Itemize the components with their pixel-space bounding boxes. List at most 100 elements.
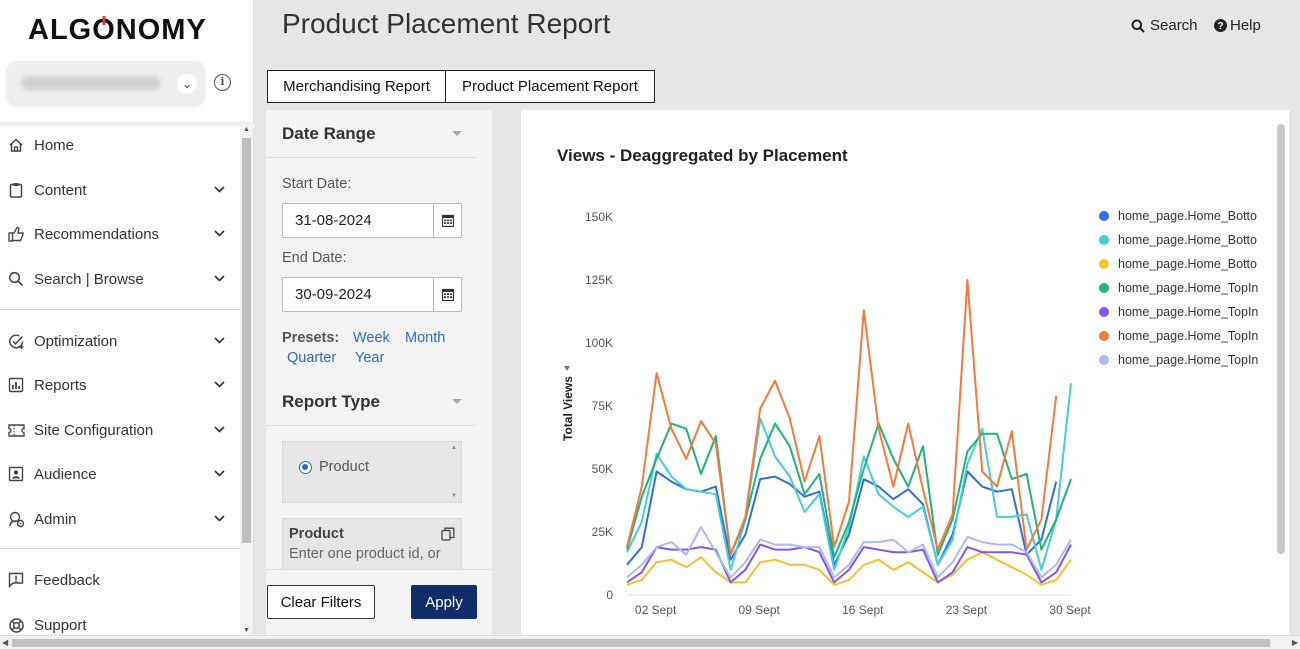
scroll-left-arrow-icon[interactable]: ◀	[2, 638, 9, 647]
preset-month-link[interactable]: Month	[405, 330, 446, 346]
series-line	[626, 422, 1072, 559]
sidebar-divider	[0, 548, 240, 549]
scroll-down-arrow-icon[interactable]: ▼	[243, 627, 250, 634]
sidebar-item-optimization[interactable]: Optimization	[0, 326, 240, 356]
chevron-down-icon[interactable]	[214, 273, 226, 285]
search-link[interactable]: Search	[1131, 17, 1198, 34]
preset-year-link[interactable]: Year	[355, 350, 385, 366]
calendar-icon[interactable]	[433, 278, 461, 311]
legend-dot	[1099, 307, 1109, 317]
chevron-down-icon[interactable]	[214, 335, 226, 347]
sidebar-divider	[0, 309, 240, 310]
presets-label: Presets:	[282, 330, 340, 346]
sidebar-item-feedback[interactable]: Feedback	[0, 565, 240, 595]
x-tick-label: 02 Sept	[635, 603, 677, 617]
apply-button[interactable]: Apply	[411, 585, 477, 619]
report-type-product-radio[interactable]	[299, 461, 312, 474]
horizontal-scrollbar-thumb[interactable]	[12, 639, 1270, 647]
scroll-down-arrow-icon[interactable]: ▼	[451, 493, 457, 499]
bar-chart-icon	[7, 376, 25, 394]
sidebar-item-label: Audience	[34, 465, 97, 483]
scroll-up-arrow-icon[interactable]: ▲	[451, 445, 457, 451]
legend-item[interactable]: home_page.Home_TopIn	[1099, 324, 1264, 348]
end-date-input[interactable]: 30-09-2024	[282, 277, 462, 312]
date-range-title[interactable]: Date Range	[282, 124, 376, 143]
legend-label: home_page.Home_Botto	[1118, 257, 1257, 271]
sidebar-scrollbar-thumb[interactable]	[242, 138, 251, 543]
sidebar-item-recommendations[interactable]: Recommendations	[0, 219, 240, 249]
y-tick-label: 50K	[592, 462, 613, 476]
legend-item[interactable]: home_page.Home_TopIn	[1099, 300, 1264, 324]
calendar-icon[interactable]	[433, 204, 461, 237]
copy-icon[interactable]	[441, 527, 455, 546]
y-tick-label: 150K	[585, 210, 613, 224]
help-link[interactable]: ? Help	[1214, 17, 1261, 34]
search-label: Search	[1150, 17, 1198, 34]
legend-dot	[1099, 259, 1109, 269]
sidebar-item-home[interactable]: Home	[0, 130, 240, 160]
legend-label: home_page.Home_TopIn	[1118, 305, 1259, 319]
legend-dot	[1099, 283, 1109, 293]
page-title: Product Placement Report	[282, 8, 611, 39]
product-input-box[interactable]: Product Enter one product id, or	[282, 518, 462, 569]
preset-week-link[interactable]: Week	[353, 330, 390, 346]
preset-quarter-link[interactable]: Quarter	[287, 350, 337, 366]
account-select[interactable]: ⌄	[7, 61, 205, 105]
clear-filters-button[interactable]: Clear Filters	[267, 585, 375, 619]
scroll-right-arrow-icon[interactable]: ▶	[1291, 638, 1298, 647]
report-type-title[interactable]: Report Type	[282, 392, 380, 411]
chevron-down-icon[interactable]	[214, 379, 226, 391]
chevron-down-icon: ⌄	[177, 74, 197, 94]
y-tick-label: 125K	[585, 273, 613, 287]
sidebar-item-search-browse[interactable]: Search | Browse	[0, 264, 240, 294]
sidebar-scrollbar[interactable]: ▲ ▼	[240, 124, 253, 635]
legend-dot	[1099, 235, 1109, 245]
caret-down-icon[interactable]	[452, 131, 462, 136]
legend-item[interactable]: home_page.Home_TopIn	[1099, 348, 1264, 372]
caret-down-icon[interactable]	[452, 399, 462, 404]
legend-dot	[1099, 331, 1109, 341]
divider	[266, 425, 476, 426]
filters-panel: Date Range Start Date: 31-08-2024 End Da…	[266, 110, 492, 635]
sidebar-item-content[interactable]: Content	[0, 175, 240, 205]
legend-label: home_page.Home_TopIn	[1118, 329, 1259, 343]
question-circle-icon: ?	[1214, 19, 1227, 32]
tab-merchandising-report[interactable]: Merchandising Report	[267, 70, 446, 103]
start-date-label: Start Date:	[282, 176, 352, 192]
sidebar-item-support[interactable]: Support	[0, 610, 240, 640]
horizontal-scrollbar[interactable]: ◀ ▶	[0, 635, 1300, 649]
chevron-down-icon[interactable]	[214, 468, 226, 480]
sidebar-item-admin[interactable]: Admin	[0, 504, 240, 534]
x-tick-label: 09 Sept	[739, 603, 781, 617]
y-tick-label: 0	[606, 588, 613, 602]
algonomy-logo[interactable]: ALGONOMY	[28, 14, 207, 46]
divider	[266, 157, 476, 158]
chevron-down-icon[interactable]	[214, 513, 226, 525]
report-type-product-label[interactable]: Product	[319, 459, 369, 475]
info-icon[interactable]: i	[214, 74, 231, 91]
chevron-down-icon[interactable]	[214, 424, 226, 436]
sidebar-item-site-configuration[interactable]: Site Configuration	[0, 415, 240, 445]
legend-item[interactable]: home_page.Home_Botto	[1099, 204, 1264, 228]
product-title: Product	[289, 526, 344, 542]
series-line	[626, 551, 1072, 586]
tab-product-placement-report[interactable]: Product Placement Report	[445, 70, 655, 103]
end-date-label: End Date:	[282, 250, 347, 266]
series-line	[626, 526, 1072, 579]
chart-panel: Views - Deaggregated by Placement 0 25K 50…	[521, 110, 1289, 635]
series-line	[626, 383, 1072, 571]
sidebar-item-reports[interactable]: Reports	[0, 370, 240, 400]
legend-dot	[1099, 355, 1109, 365]
legend-item[interactable]: home_page.Home_Botto	[1099, 252, 1264, 276]
y-tick-label: 100K	[585, 336, 613, 350]
start-date-input[interactable]: 31-08-2024	[282, 203, 462, 238]
feedback-icon	[7, 571, 25, 589]
legend-item[interactable]: home_page.Home_Botto	[1099, 228, 1264, 252]
chevron-down-icon[interactable]	[214, 228, 226, 240]
sidebar-item-audience[interactable]: Audience	[0, 459, 240, 489]
scroll-up-arrow-icon[interactable]: ▲	[243, 126, 250, 133]
search-icon	[7, 270, 25, 288]
chevron-down-icon[interactable]	[214, 184, 226, 196]
legend-item[interactable]: home_page.Home_TopIn	[1099, 276, 1264, 300]
chart-scrollbar[interactable]	[1277, 124, 1285, 554]
